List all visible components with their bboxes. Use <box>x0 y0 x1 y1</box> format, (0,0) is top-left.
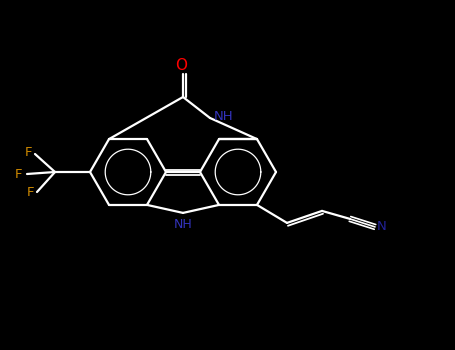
Text: O: O <box>175 57 187 72</box>
Text: N: N <box>377 220 387 233</box>
Text: NH: NH <box>214 110 234 122</box>
Text: F: F <box>24 147 32 160</box>
Text: NH: NH <box>174 218 192 231</box>
Text: F: F <box>15 168 23 181</box>
Text: F: F <box>26 187 34 199</box>
